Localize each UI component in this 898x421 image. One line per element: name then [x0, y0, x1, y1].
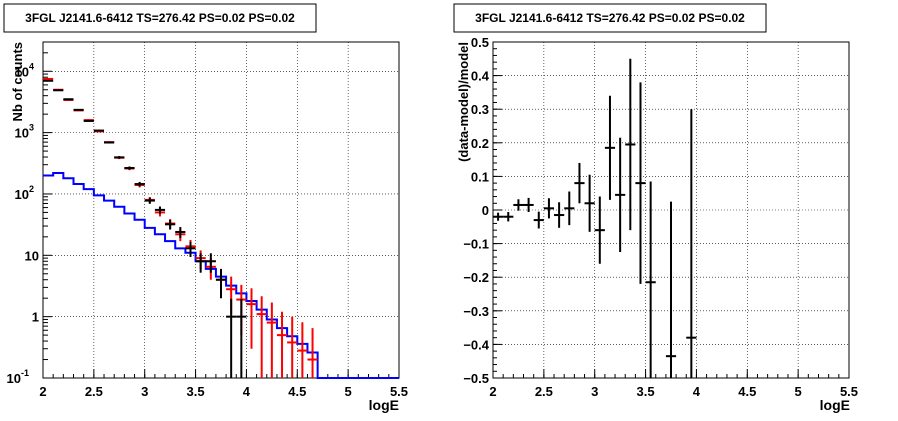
residual-point [604, 95, 616, 200]
model-point [266, 302, 277, 378]
data-point [215, 268, 227, 299]
y-tick-label: 103 [15, 123, 34, 141]
data-point [165, 219, 176, 230]
residual-point [513, 199, 524, 211]
right-ticks: 2 2.5 3 3.5 4 4.5 5 5.5 −0.5 −0.4 −0.3 −0.2 −0.1 0 0.1… [463, 35, 858, 399]
y-tick-label: 0.4 [471, 69, 490, 84]
y-tick-label: 102 [15, 184, 34, 202]
residual-point [686, 109, 697, 378]
x-tick-label: 3 [591, 384, 598, 399]
residual-point [594, 196, 605, 264]
y-tick-label: 0.2 [471, 136, 489, 151]
left-title: 3FGL J2141.6-6412 TS=276.42 PS=0.02 PS=0… [25, 11, 295, 25]
data-point [124, 166, 135, 170]
x-tick-label: 2.5 [85, 384, 103, 399]
data-point [144, 197, 155, 204]
x-tick-label: 2 [489, 384, 496, 399]
left-plot-frame [42, 41, 400, 379]
data-point [185, 241, 196, 257]
x-tick-label: 3 [141, 384, 148, 399]
x-tick-label: 2.5 [535, 384, 553, 399]
data-point [93, 129, 105, 132]
residual-point [493, 212, 504, 221]
data-point [73, 108, 84, 111]
right-x-axis-label: logE [820, 397, 850, 413]
data-point [43, 79, 54, 82]
y-tick-label: 0.1 [471, 169, 489, 184]
x-tick-label: 5.5 [390, 384, 408, 399]
residual-point [665, 201, 677, 378]
data-point [205, 253, 216, 273]
left-panel: 3FGL J2141.6-6412 TS=276.42 PS=0.02 PS=0… [3, 3, 408, 413]
right-marks [493, 58, 697, 378]
right-y-axis-label: (data-model)/model [456, 42, 471, 162]
y-tick-label: 0.5 [471, 35, 489, 50]
residual-point [533, 211, 544, 229]
x-tick-label: 4 [693, 384, 701, 399]
left-title-box [3, 3, 317, 33]
data-point [154, 206, 166, 214]
y-tick-label: −0.3 [463, 304, 489, 319]
y-tick-label: −0.2 [463, 270, 489, 285]
x-tick-label: 2 [39, 384, 46, 399]
residual-point [574, 162, 585, 204]
model-point [43, 77, 54, 80]
right-title: 3FGL J2141.6-6412 TS=276.42 PS=0.02 PS=0… [475, 11, 745, 25]
left-x-axis-label: logE [369, 397, 399, 413]
y-tick-label: 10-1 [7, 368, 29, 386]
y-tick-label: 1 [32, 310, 39, 325]
data-point [226, 298, 237, 378]
residual-point [584, 174, 595, 232]
residual-point [625, 58, 636, 231]
residual-point [615, 137, 626, 252]
residual-point [523, 197, 534, 213]
x-tick-label: 3.5 [187, 384, 205, 399]
x-tick-label: 5.5 [840, 384, 858, 399]
data-point [175, 227, 186, 239]
x-tick-label: 4.5 [738, 384, 756, 399]
model-point [276, 311, 288, 378]
right-title-box [453, 3, 767, 33]
model-point [287, 316, 298, 378]
y-tick-label: 0.3 [471, 102, 489, 117]
x-tick-label: 5 [345, 384, 352, 399]
left-y-axis-label: Nb of counts [10, 42, 25, 121]
model-point [297, 322, 308, 378]
residual-point [543, 198, 555, 219]
model-point [246, 288, 257, 349]
x-tick-label: 3.5 [637, 384, 655, 399]
x-tick-label: 4.5 [288, 384, 306, 399]
y-tick-label: −0.1 [463, 237, 489, 252]
left-grid [43, 42, 399, 378]
model-point [307, 328, 318, 378]
data-point [195, 253, 206, 273]
model-point [256, 296, 267, 378]
y-tick-label: −0.5 [463, 371, 489, 386]
data-point [114, 156, 125, 159]
residual-point [503, 212, 514, 222]
data-point [53, 89, 64, 92]
residual-point [645, 181, 656, 378]
data-point [83, 119, 94, 122]
left-marks [43, 77, 399, 379]
residual-point [554, 202, 565, 228]
residual-point [635, 82, 646, 284]
y-tick-label: 0 [482, 203, 489, 218]
x-tick-label: 5 [795, 384, 802, 399]
data-point [63, 98, 74, 101]
residual-point [564, 191, 575, 226]
x-tick-label: 4 [243, 384, 251, 399]
y-tick-label: −0.4 [463, 337, 489, 352]
y-tick-label: 10 [25, 248, 39, 263]
data-point [104, 141, 115, 144]
data-point [134, 181, 145, 187]
data-point [236, 298, 247, 378]
right-panel: 3FGL J2141.6-6412 TS=276.42 PS=0.02 PS=0… [453, 3, 858, 413]
